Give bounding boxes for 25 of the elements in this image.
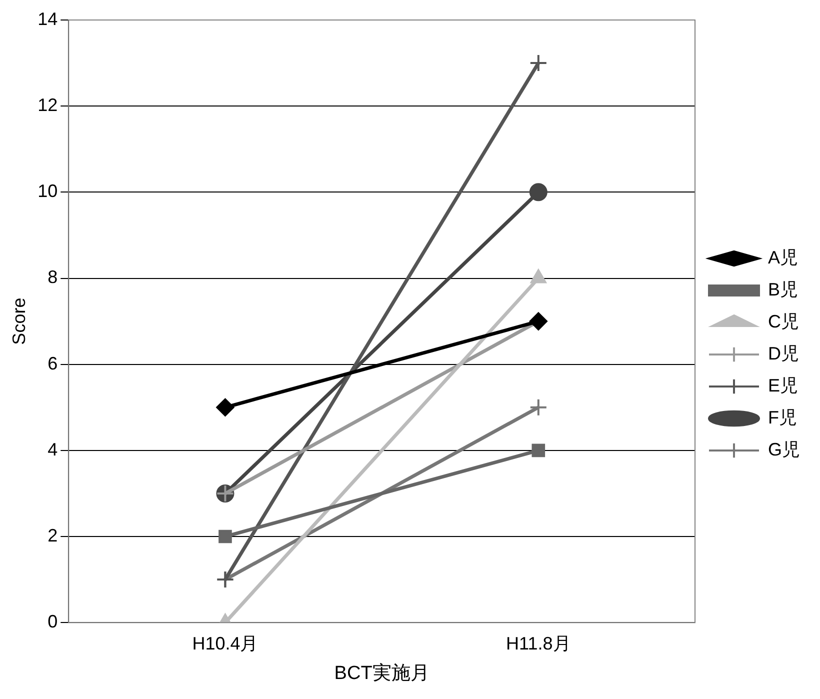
legend-label: A児 bbox=[768, 247, 798, 268]
point bbox=[529, 183, 548, 202]
legend-label: B児 bbox=[768, 279, 798, 300]
y-axis-title: Score bbox=[8, 298, 29, 345]
legend-label: C児 bbox=[768, 311, 799, 332]
point bbox=[216, 398, 234, 416]
y-tick-label: 14 bbox=[38, 8, 58, 29]
y-tick-label: 4 bbox=[48, 439, 58, 460]
point bbox=[218, 530, 232, 544]
y-tick-label: 8 bbox=[48, 267, 58, 288]
point bbox=[529, 398, 548, 416]
x-axis-title: BCT実施月 bbox=[334, 662, 430, 684]
y-tick-label: 6 bbox=[48, 353, 58, 374]
y-tick-label: 12 bbox=[38, 95, 58, 116]
legend-label: E児 bbox=[768, 375, 798, 396]
x-tick-label: H10.4月 bbox=[192, 633, 258, 654]
legend-label: F児 bbox=[768, 407, 797, 428]
y-tick-label: 10 bbox=[38, 181, 58, 202]
y-tick-label: 0 bbox=[48, 612, 58, 632]
point bbox=[532, 444, 546, 458]
y-tick-label: 2 bbox=[48, 525, 58, 546]
legend-label: D児 bbox=[768, 343, 799, 364]
point bbox=[529, 54, 548, 72]
legend-label: G児 bbox=[768, 439, 800, 460]
x-tick-label: H11.8月 bbox=[506, 633, 571, 654]
